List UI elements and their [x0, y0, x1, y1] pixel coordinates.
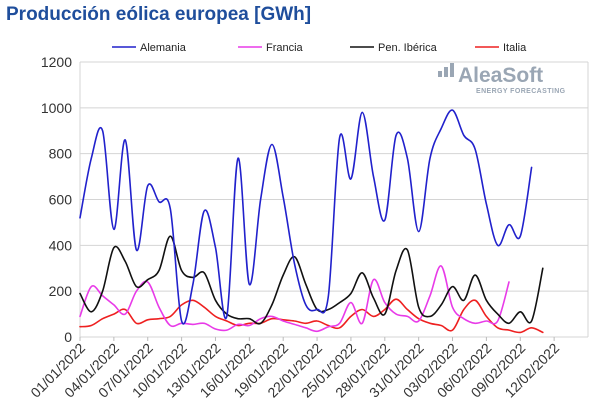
chart-title: Producción eólica europea [GWh]	[6, 4, 312, 25]
aleasoft-logo: AleaSoft ENERGY FORECASTING	[438, 63, 566, 95]
y-tick-label: 800	[49, 146, 73, 162]
y-tick-label: 0	[64, 329, 72, 345]
logo-wordmark: AleaSoft	[458, 64, 543, 87]
y-tick-label: 400	[49, 237, 73, 253]
series-lines	[79, 109, 544, 334]
legend-label: Pen. Ibérica	[378, 42, 438, 54]
legend-label: Francia	[266, 42, 304, 54]
legend-label: Alemania	[140, 42, 187, 54]
y-tick-label: 1200	[41, 54, 72, 70]
series-line-francia	[79, 265, 510, 333]
y-tick-label: 600	[49, 192, 73, 208]
legend-label: Italia	[503, 42, 527, 54]
series-line-italia	[79, 298, 544, 334]
series-line-pen-ib-rica	[79, 235, 544, 325]
series-line-alemania	[79, 109, 533, 325]
x-axis-ticks: 01/01/202204/01/202207/01/202210/01/2022…	[27, 337, 562, 401]
y-tick-label: 200	[49, 283, 73, 299]
legend: Alemania Francia Pen. Ibérica Italia	[112, 42, 527, 54]
logo-icon	[438, 63, 454, 77]
logo-tagline: ENERGY FORECASTING	[476, 88, 566, 95]
y-axis-ticks: 0 200 400 600 800 1000 1200	[41, 54, 72, 345]
y-tick-label: 1000	[41, 100, 72, 116]
